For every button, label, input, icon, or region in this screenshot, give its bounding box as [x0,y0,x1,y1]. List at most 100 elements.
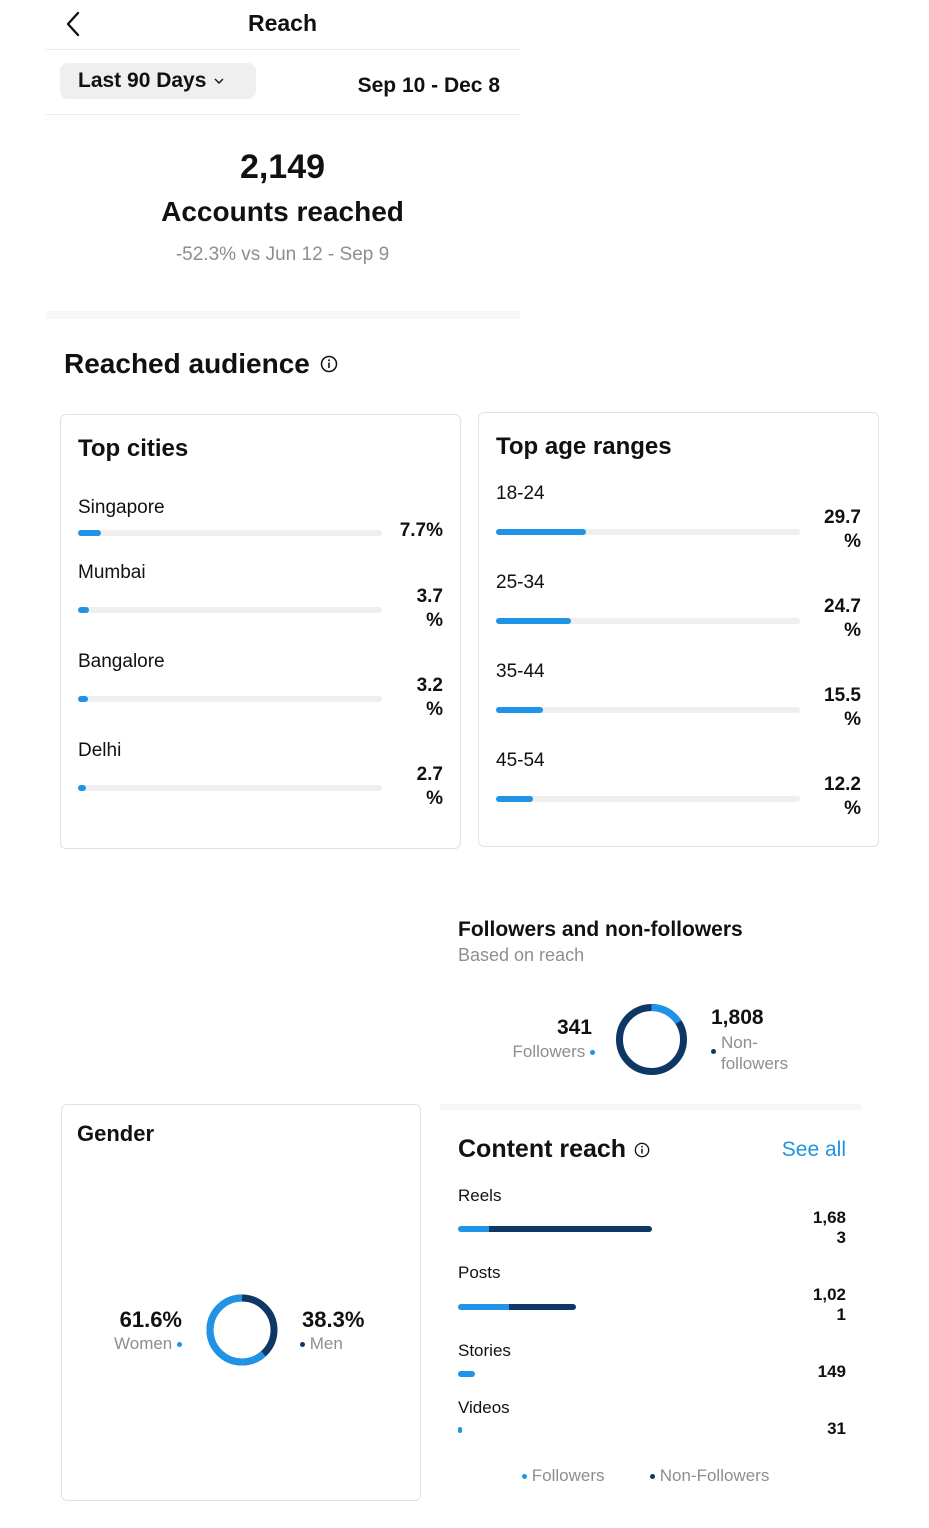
content-reach-bar [458,1304,576,1310]
content-reach-value: 1,68 3 [812,1208,846,1247]
age-bar-fill [496,618,572,624]
women-legend: Women [82,1334,182,1354]
city-bar-fill [78,607,90,613]
top-cities-title: Top cities [78,435,189,462]
legend-non-followers: Non-Followers [650,1466,769,1486]
age-percent: 15.5% [824,685,861,730]
followers-count: 341 [556,1016,592,1039]
city-bar-track [78,530,382,536]
gender-card: Gender 61.6% Women 38.3% Men [61,1104,421,1501]
followers-segment [458,1304,509,1310]
legend-followers: Followers [522,1466,604,1486]
info-icon[interactable] [634,1142,650,1158]
city-label: Delhi [78,740,122,761]
age-range-label: 35-44 [496,661,545,682]
content-reach-heading: Content reach [458,1135,650,1164]
age-bar-fill [496,796,534,802]
content-type-label: Posts [458,1263,501,1282]
followers-dot-icon [522,1474,527,1480]
accounts-reached-label: Accounts reached [161,196,404,227]
chevron-down-icon [214,78,224,84]
donut-women-arc [206,1294,278,1366]
women-dot-icon [177,1342,182,1348]
city-label: Bangalore [78,651,165,672]
non-followers-segment [508,1304,576,1310]
age-range-label: 18-24 [496,483,545,504]
donut-followers-arc [616,1004,687,1075]
age-range-label: 25-34 [496,572,545,593]
reached-audience-heading: Reached audience [64,348,338,380]
filter-divider [46,114,520,115]
men-dot-icon [300,1342,305,1348]
women-percent: 61.6% [119,1307,182,1332]
content-type-label: Reels [458,1186,502,1205]
gender-donut [206,1294,278,1366]
followers-segment [458,1427,462,1433]
content-reach-value: 149 [817,1362,846,1381]
content-reach-bar [458,1226,652,1232]
followers-split-title: Followers and non-followers [458,918,743,941]
non-followers-legend: Non-followers [721,1033,789,1073]
men-percent: 38.3% [302,1307,365,1332]
followers-legend: Followers [480,1042,595,1062]
age-range-label: 45-54 [496,750,545,771]
city-bar-track [78,696,382,702]
top-cities-card: Top cities Singapore 7.7% Mumbai 3.7% Ba… [60,414,461,849]
women-legend-label: Women [114,1334,173,1353]
info-icon[interactable] [320,355,338,373]
content-reach-title: Content reach [458,1135,627,1163]
date-range-dropdown[interactable]: Last 90 Days [60,63,256,99]
non-followers-segment [489,1226,652,1232]
city-bar-fill [78,530,102,536]
city-bar-track [78,785,382,791]
city-percent: 3.7% [416,586,443,631]
men-legend-label: Men [309,1334,343,1353]
followers-donut [616,1004,687,1075]
age-percent: 24.7% [824,596,861,641]
non-followers-dot-icon [711,1049,716,1054]
age-percent: 29.7% [824,507,861,552]
gender-title: Gender [77,1121,155,1146]
age-bar-fill [496,707,544,713]
top-age-ranges-card: Top age ranges 18-24 29.7% 25-34 24.7% 3… [478,412,879,847]
non-followers-count: 1,808 [711,1006,764,1029]
content-type-label: Stories [458,1341,511,1360]
age-percent: 12.2% [824,774,861,819]
section-divider [440,1104,862,1110]
content-type-label: Videos [458,1398,510,1417]
see-all-link[interactable]: See all [781,1138,846,1161]
back-chevron-icon[interactable] [60,8,86,40]
age-bar-track [496,707,800,713]
content-reach-bar [458,1427,462,1433]
city-percent: 3.2% [416,675,443,720]
non-followers-dot-icon [650,1474,655,1480]
content-reach-bar [458,1371,476,1377]
page-title: Reach [247,10,318,36]
accounts-reached-value: 2,149 [239,148,326,186]
followers-segment [458,1226,490,1232]
age-bar-fill [496,529,587,535]
city-bar-track [78,607,382,613]
followers-segment [458,1371,476,1377]
city-bar-fill [78,696,88,702]
content-reach-value: 1,02 1 [812,1285,846,1324]
top-age-ranges-title: Top age ranges [496,433,672,460]
followers-split-subtitle: Based on reach [458,945,585,965]
followers-dot-icon [590,1050,595,1056]
header-divider [46,49,520,50]
date-range-selected: Last 90 Days [78,69,207,92]
comparison-text: -52.3% vs Jun 12 - Sep 9 [175,244,390,265]
age-bar-track [496,529,800,535]
city-percent: 2.7% [416,764,443,809]
content-reach-value: 31 [827,1419,846,1438]
date-range-text: Sep 10 - Dec 8 [357,74,500,97]
age-bar-track [496,618,800,624]
city-label: Mumbai [78,562,146,583]
city-bar-fill [78,785,87,791]
reached-audience-title: Reached audience [64,348,310,379]
city-percent: 7.7% [399,520,443,541]
men-legend: Men [300,1334,343,1354]
followers-legend-label: Followers [512,1042,586,1061]
city-label: Singapore [78,497,165,518]
section-divider [46,311,520,319]
